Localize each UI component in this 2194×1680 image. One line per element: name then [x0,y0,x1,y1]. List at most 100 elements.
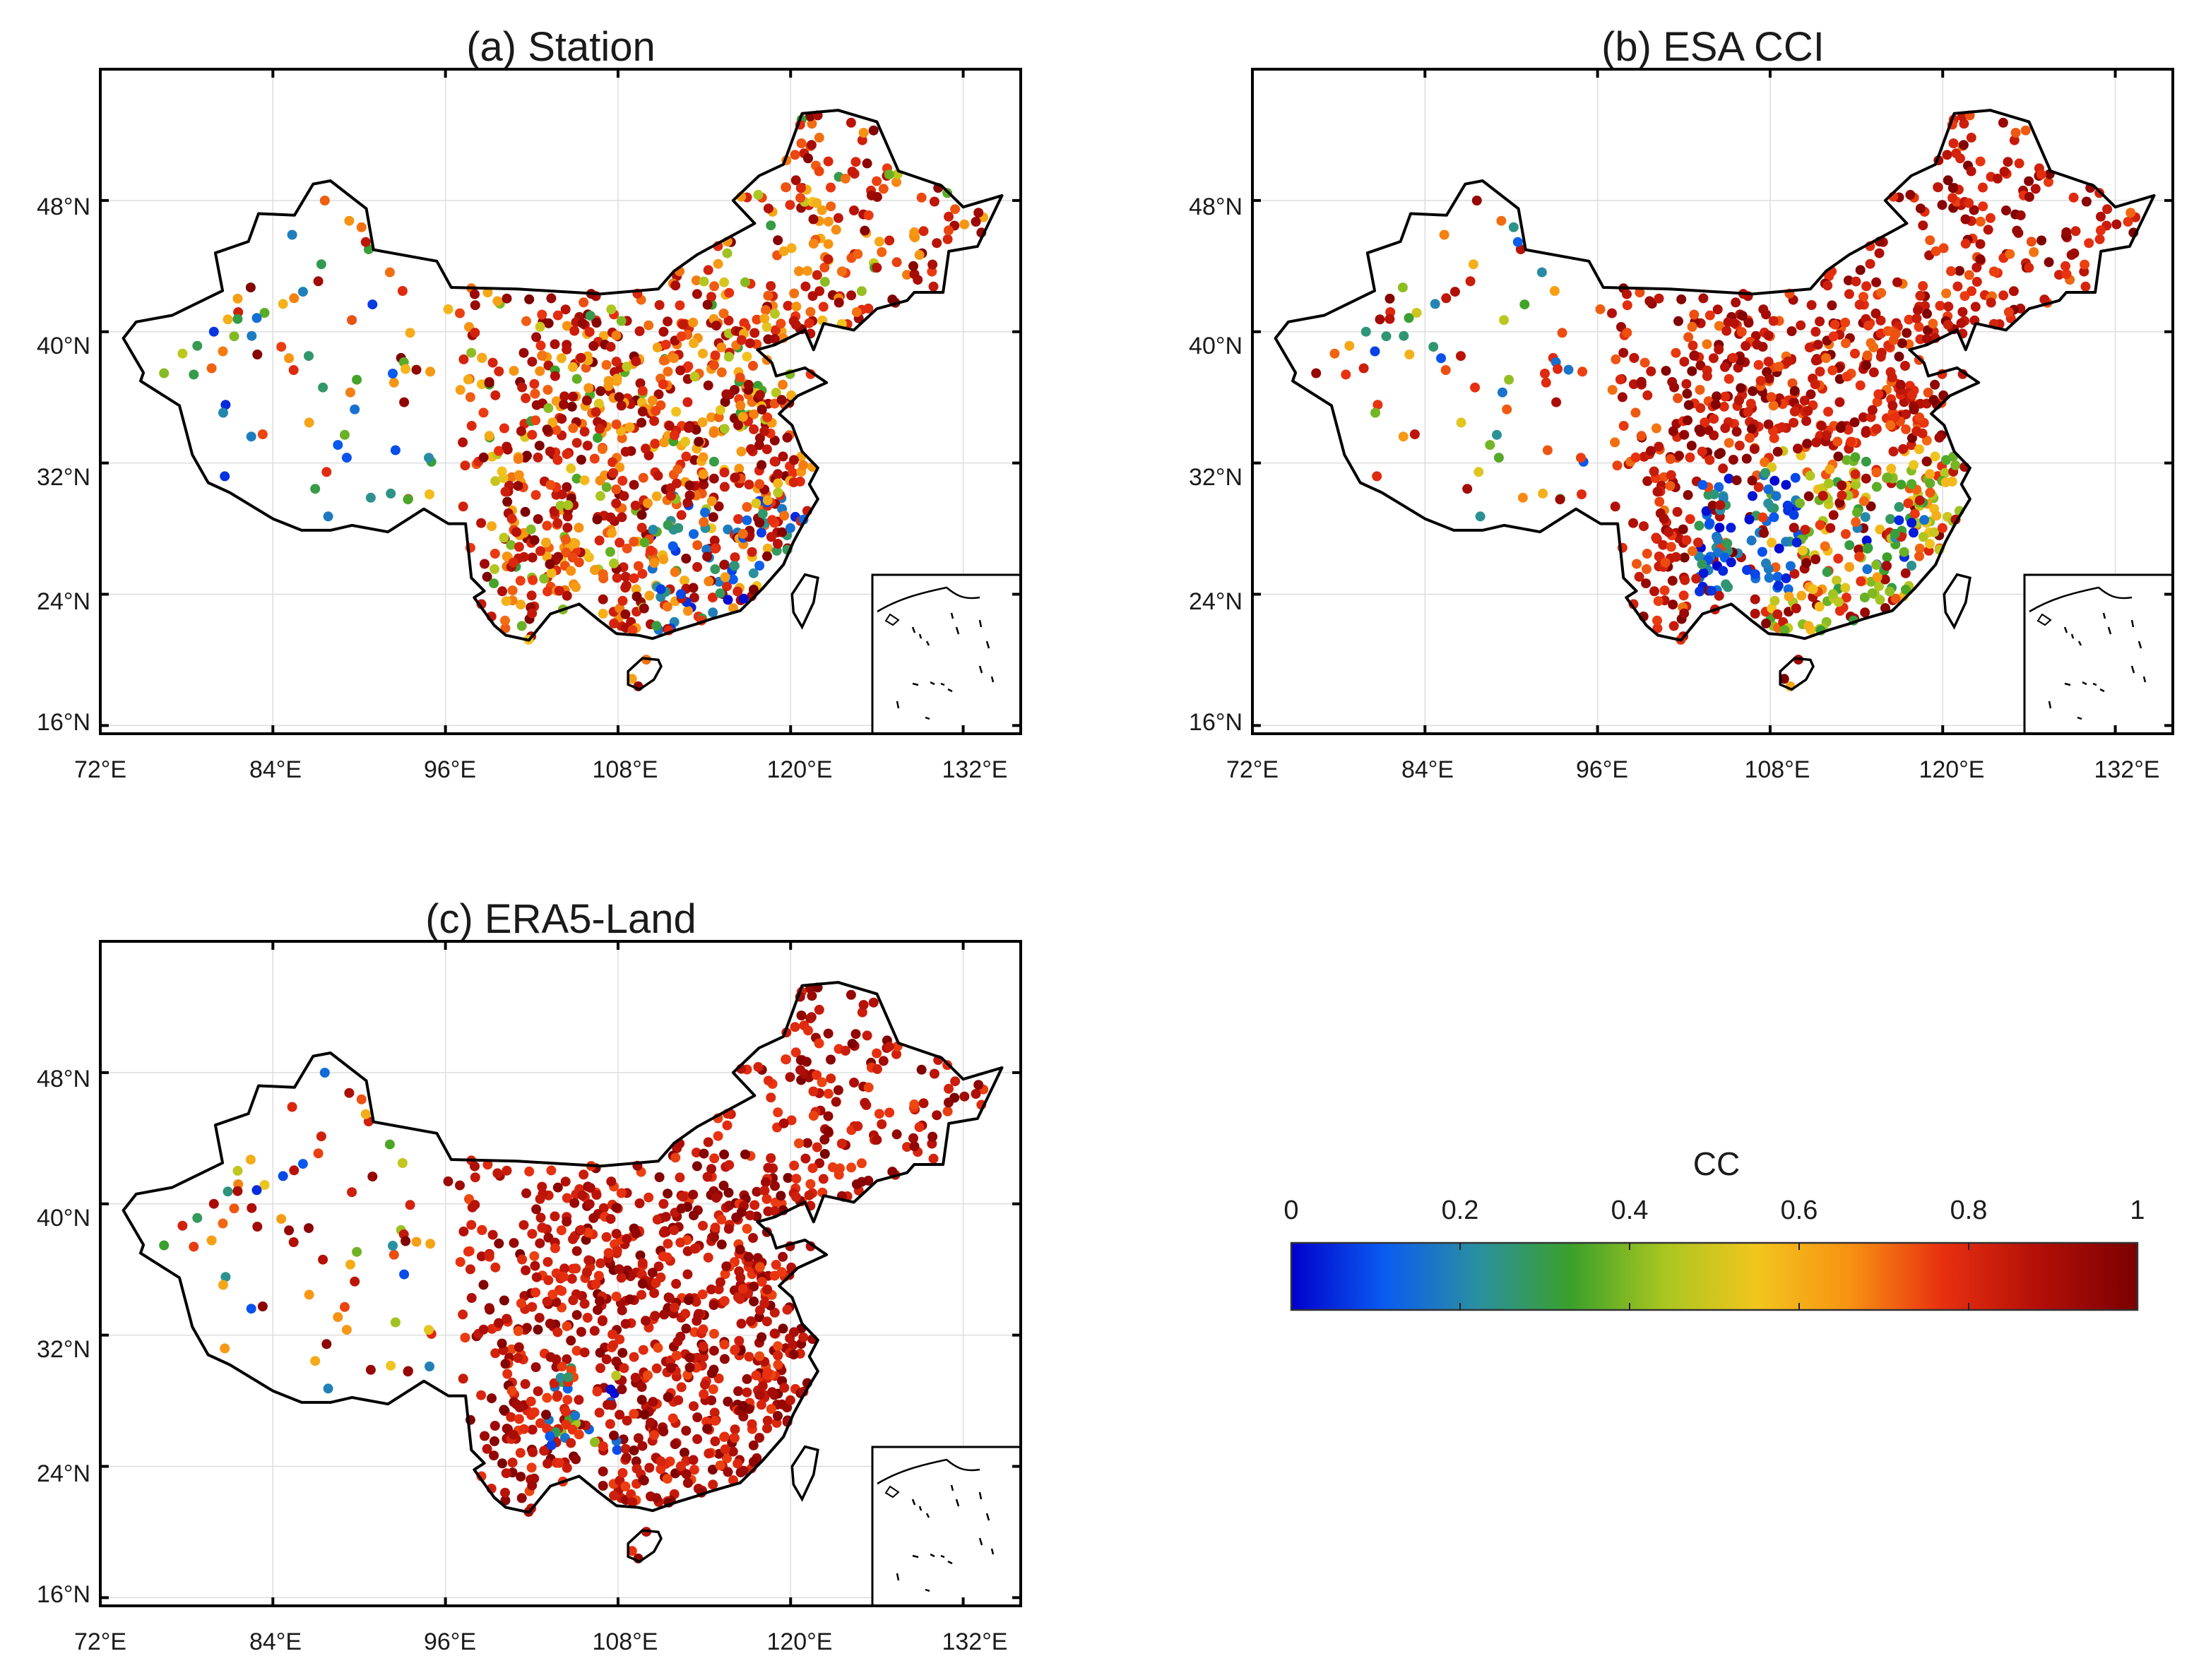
station-dot [257,1301,268,1311]
station-dot [535,366,545,376]
station-dot [1790,472,1801,483]
station-dot [1704,518,1715,528]
station-dot [778,1251,788,1262]
station-dot [1674,451,1684,461]
station-dot [932,238,942,249]
station-dot [598,609,608,619]
station-dot [1957,306,1968,317]
station-dot [673,523,684,533]
y-tick-label: 32°N [1189,464,1243,491]
station-dot [1726,557,1736,568]
station-dot [692,561,703,572]
station-dot [1779,674,1789,684]
station-dot [390,1317,401,1328]
station-dot [1928,395,1939,405]
x-tick-label: 108°E [592,1628,658,1655]
station-dot [405,328,415,338]
station-dot [718,1180,729,1191]
station-dot [1858,496,1869,506]
station-dot [611,1203,622,1213]
station-dot [386,1360,396,1371]
station-dot [1930,451,1940,462]
station-dot [360,237,371,247]
station-dot [744,479,754,490]
station-dot [1687,321,1697,332]
station-dot [492,296,503,306]
station-dot [1764,573,1774,583]
station-dot [535,1213,546,1223]
station-dot [1789,568,1800,579]
station-dot [562,1193,572,1203]
station-dot [1872,572,1882,583]
station-dot [874,1109,884,1119]
station-dot [723,1187,734,1198]
station-dot [1698,293,1709,304]
station-dot [1815,316,1825,327]
station-dot [582,441,593,451]
station-dot [773,1350,783,1361]
station-dot [1830,319,1840,330]
station-dot [800,281,811,292]
station-dot [708,1300,719,1310]
station-dot [259,308,270,318]
station-dot [500,615,510,626]
station-dot [1815,520,1825,530]
station-dot [589,453,600,464]
station-dot [621,580,631,591]
station-dot [691,275,701,286]
hainan-outline [1779,657,1815,691]
station-dot [562,482,572,492]
station-dot [390,445,401,455]
station-dot [1636,431,1647,441]
station-dot [684,490,695,501]
station-dot [470,1172,480,1183]
station-dot [1441,293,1452,304]
station-dot [1745,398,1756,409]
station-dot [232,1186,243,1196]
station-dot [1714,321,1724,331]
station-dot [1768,400,1779,411]
station-dot [724,1160,735,1170]
station-dot [786,243,797,254]
station-dot [757,1332,767,1342]
station-dot [708,1328,719,1339]
station-dot [539,573,550,584]
station-dot [443,1176,453,1186]
station-dot [1576,453,1586,463]
station-dot [466,347,477,358]
station-dot [1642,390,1653,400]
station-dot [2084,238,2094,249]
station-dot [1689,309,1700,320]
station-dot [710,543,721,554]
station-dot [511,527,522,537]
station-dot [1929,527,1940,537]
station-dot [819,277,830,287]
station-dot [615,1334,625,1345]
station-dot [773,235,783,246]
station-dot [2024,176,2034,186]
station-dot [206,1235,217,1246]
station-dot [624,422,635,432]
station-dot [675,1461,686,1472]
station-dot [542,520,552,531]
station-dot [1731,297,1741,308]
station-dot [629,573,639,583]
station-dot [341,1325,352,1335]
station-dot [928,281,939,292]
station-dot [651,1493,662,1503]
station-dot [617,433,627,443]
station-dot [1700,417,1710,428]
station-dot [1862,350,1873,361]
station-dot [500,1487,510,1498]
station-dot [676,331,687,342]
station-dot [484,378,494,388]
station-dot [1923,388,1933,398]
station-dot [631,584,641,595]
station-dot [689,1465,699,1475]
station-dot [1918,220,1928,231]
station-dot [689,1401,699,1412]
station-dot [2008,286,2019,297]
station-dot [289,293,300,304]
station-dot [649,1430,660,1441]
station-dot [771,388,781,398]
